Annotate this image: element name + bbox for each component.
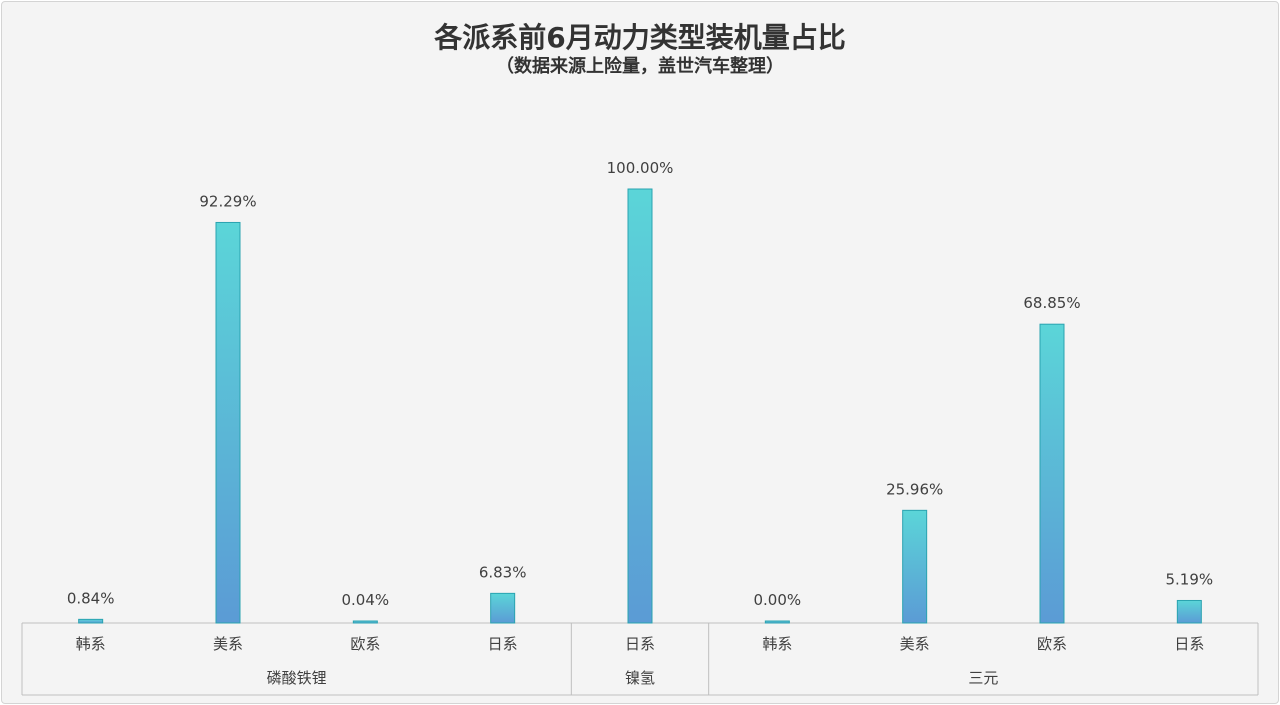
x-tick-label: 美系 (900, 635, 930, 653)
data-label: 5.19% (1166, 570, 1214, 588)
x-tick-label: 欧系 (350, 635, 380, 653)
data-label: 0.04% (342, 591, 390, 609)
x-tick-label: 韩系 (76, 635, 106, 653)
bar (902, 509, 928, 624)
bar (1176, 599, 1202, 624)
data-label: 0.00% (754, 591, 802, 609)
x-tick-label: 日系 (1174, 635, 1204, 653)
x-tick-label: 美系 (213, 635, 243, 653)
data-label: 25.96% (886, 480, 943, 498)
bar (1039, 323, 1065, 624)
x-tick-label: 日系 (625, 635, 655, 653)
data-label: 92.29% (199, 192, 256, 210)
bars: 0.84% 92.29% 0.04% 6.83% 100.00% 0.00% 25.96% 6… (67, 159, 1214, 624)
x-group-label: 镍氢 (625, 669, 655, 687)
chart-subtitle: （数据来源上险量，盖世汽车整理） (496, 56, 784, 77)
x-group-label: 三元 (968, 669, 998, 687)
data-label: 0.84% (67, 589, 115, 607)
x-tick-label: 韩系 (762, 635, 792, 653)
x-tick-label: 欧系 (1037, 635, 1067, 653)
bar (78, 618, 104, 624)
data-label: 100.00% (607, 159, 674, 177)
data-label: 6.83% (479, 563, 527, 581)
data-label: 68.85% (1023, 294, 1080, 312)
x-group-label: 磷酸铁锂 (267, 669, 327, 687)
x-tick-label: 日系 (488, 635, 518, 653)
bar (627, 188, 653, 624)
bar (764, 620, 790, 624)
bar (352, 620, 378, 624)
bar (215, 221, 241, 624)
bar (490, 592, 516, 624)
chart-title: 各派系前6月动力类型装机量占比 (434, 21, 846, 54)
